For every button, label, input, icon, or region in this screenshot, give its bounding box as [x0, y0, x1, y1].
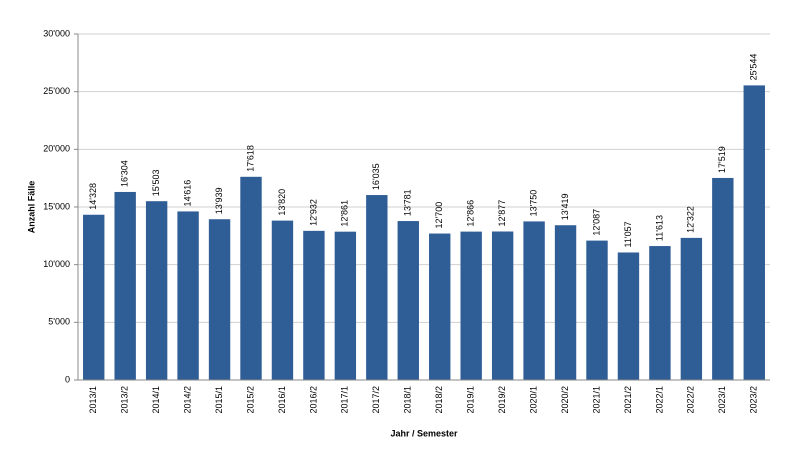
- x-tick-label: 2023/1: [717, 386, 727, 414]
- x-tick-label: 2017/2: [371, 386, 381, 414]
- bar: [554, 225, 577, 380]
- value-label: 12'087: [591, 209, 601, 236]
- value-label: 17'618: [245, 145, 255, 172]
- value-label: 13'419: [560, 193, 570, 220]
- x-axis-title: Jahr / Semester: [390, 428, 458, 438]
- bar: [743, 85, 765, 381]
- x-tick-label: 2015/2: [245, 386, 255, 414]
- value-label: 11'057: [623, 221, 633, 247]
- x-tick-label: 2019/2: [497, 386, 507, 414]
- value-label: 12'877: [497, 200, 507, 227]
- bar: [649, 246, 671, 380]
- y-tick-label: 5'000: [48, 317, 70, 327]
- x-tick-label: 2013/2: [120, 386, 130, 414]
- bar: [114, 191, 136, 380]
- value-label: 13'939: [214, 187, 224, 214]
- bar: [303, 230, 325, 380]
- bar: [271, 220, 294, 380]
- bar: [491, 231, 514, 380]
- x-tick-label: 2020/2: [560, 386, 570, 414]
- y-tick-label: 30'000: [43, 28, 70, 38]
- x-tick-label: 2014/2: [182, 386, 192, 414]
- value-label: 12'866: [466, 200, 476, 227]
- bar: [429, 233, 451, 380]
- x-tick-label: 2016/2: [308, 386, 318, 414]
- bar: [366, 195, 388, 380]
- bar: [83, 214, 105, 380]
- bar: [460, 231, 482, 380]
- x-tick-label: 2021/2: [623, 386, 633, 414]
- value-label: 11'613: [654, 215, 664, 241]
- x-tick-label: 2018/2: [434, 386, 444, 414]
- value-label: 14'616: [182, 180, 192, 207]
- bar: [177, 211, 199, 380]
- value-label: 12'700: [434, 202, 444, 229]
- bar: [523, 221, 545, 380]
- x-tick-label: 2019/1: [466, 386, 476, 414]
- y-tick-label: 0: [65, 374, 70, 384]
- value-label: 15'503: [151, 169, 161, 196]
- bar: [334, 231, 357, 380]
- bar: [397, 221, 419, 380]
- bar: [145, 201, 168, 380]
- x-tick-label: 2021/1: [591, 386, 601, 414]
- value-label: 12'932: [308, 199, 318, 226]
- value-label: 17'519: [717, 146, 727, 173]
- x-tick-label: 2018/1: [403, 386, 413, 414]
- value-label: 13'781: [403, 189, 413, 216]
- x-tick-label: 2020/1: [528, 386, 538, 414]
- value-label: 16'035: [371, 163, 381, 190]
- bar: [617, 252, 640, 380]
- x-tick-label: 2022/2: [686, 386, 696, 414]
- x-tick-label: 2013/1: [88, 386, 98, 414]
- y-tick-label: 20'000: [43, 144, 70, 154]
- x-tick-label: 2014/1: [151, 386, 161, 414]
- bar: [712, 177, 734, 380]
- y-tick-label: 15'000: [43, 201, 70, 211]
- x-tick-label: 2015/1: [214, 386, 224, 414]
- value-label: 16'304: [120, 160, 130, 187]
- value-label: 25'544: [749, 54, 759, 81]
- x-tick-label: 2016/1: [277, 386, 287, 414]
- bar: [680, 237, 703, 380]
- value-label: 13'750: [528, 190, 538, 217]
- bar: [240, 176, 262, 380]
- y-axis-title: Anzahl Fälle: [26, 181, 36, 234]
- bar: [586, 240, 608, 380]
- value-label: 14'328: [88, 183, 98, 210]
- y-tick-label: 10'000: [43, 259, 70, 269]
- value-label: 12'861: [340, 200, 350, 227]
- x-tick-label: 2017/1: [340, 386, 350, 414]
- y-tick-label: 25'000: [43, 86, 70, 96]
- value-label: 12'322: [686, 206, 696, 233]
- x-tick-label: 2022/1: [654, 386, 664, 414]
- value-label: 13'820: [277, 189, 287, 216]
- x-tick-label: 2023/2: [749, 386, 759, 414]
- bar: [208, 219, 231, 380]
